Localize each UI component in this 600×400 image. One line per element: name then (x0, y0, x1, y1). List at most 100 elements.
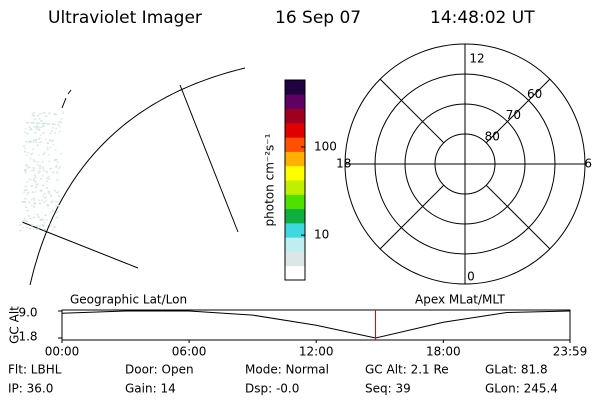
aurora-dot (42, 132, 45, 134)
aurora-dot (37, 129, 40, 131)
aurora-dot (58, 167, 60, 169)
aurora-dot (30, 170, 33, 172)
aurora-dot (44, 151, 47, 154)
aurora-dot (28, 166, 31, 169)
colorbar-swatch (285, 165, 305, 181)
aurora-dot (51, 229, 54, 231)
aurora-dot (42, 124, 45, 127)
aurora-dot (38, 167, 41, 169)
aurora-dot (24, 169, 27, 171)
aurora-dot (62, 112, 65, 114)
aurora-dot (47, 176, 50, 178)
aurora-dot (47, 205, 50, 207)
aurora-dot (31, 152, 34, 155)
aurora-dot (46, 177, 49, 179)
aurora-dot (48, 123, 51, 125)
aurora-dot (53, 113, 56, 115)
colorbar-swatch (285, 137, 305, 152)
aurora-dot (39, 134, 42, 136)
mlt-label: 0 (467, 270, 475, 284)
aurora-dot (55, 158, 58, 161)
aurora-dot (36, 163, 39, 166)
limb (29, 67, 246, 286)
aurora-dot (40, 120, 43, 122)
aurora-dot (24, 201, 27, 203)
aurora-dot (40, 140, 43, 143)
aurora-dot (32, 148, 35, 150)
aurora-dot (36, 225, 38, 227)
aurora-dot (38, 141, 41, 144)
colorbar-tick-label: 100 (314, 139, 337, 153)
alt-axis-label: GC Alt (8, 306, 22, 344)
aurora-dot (47, 190, 50, 193)
aurora-dot (25, 206, 28, 208)
aurora-dot (38, 138, 41, 140)
aurora-dot (32, 216, 35, 219)
mlt-label: 18 (336, 157, 351, 171)
aurora-dot (50, 211, 53, 214)
aurora-dot (57, 195, 60, 197)
aurora-dot (46, 148, 49, 151)
aurora-dot (42, 195, 44, 197)
aurora-dot (20, 221, 23, 224)
aurora-dot (41, 184, 44, 186)
alt-x-tick-label: 00:00 (45, 345, 80, 359)
aurora-dot (35, 128, 38, 130)
aurora-dot (23, 189, 26, 192)
mlt-line (379, 78, 445, 144)
aurora-dot (37, 122, 40, 124)
aurora-dot (32, 139, 35, 142)
geo-grid (21, 67, 246, 286)
mlt-label: 12 (469, 51, 484, 65)
aurora-dot (30, 224, 33, 226)
aurora-dot (50, 130, 53, 132)
aurora-dot (40, 112, 43, 115)
aurora-dot (25, 164, 28, 166)
aurora-dot (52, 123, 55, 126)
colorbar-swatch (285, 194, 305, 210)
alt-x-tick-label: 18:00 (426, 345, 461, 359)
colorbar-swatch (285, 108, 305, 124)
aurora-dot (60, 152, 62, 155)
date: 16 Sep 07 (275, 8, 361, 28)
aurora-dot (45, 196, 47, 199)
aurora-dot (49, 139, 51, 142)
aurora-dot (36, 213, 39, 216)
aurora-dot (37, 114, 40, 117)
aurora-dot (30, 128, 33, 130)
aurora-dot (33, 174, 36, 176)
aurora-dot (23, 201, 25, 203)
aurora-dot (48, 112, 51, 114)
alt-x-tick-label: 12:00 (299, 345, 334, 359)
colorbar-label: photon cm⁻²s⁻¹ (263, 133, 277, 226)
status-field: GLon: 245.4 (485, 382, 558, 396)
aurora-dot (37, 172, 40, 174)
aurora-dot (23, 145, 26, 147)
aurora-dot (56, 211, 59, 213)
status-field: IP: 36.0 (8, 382, 53, 396)
aurora-dot (50, 195, 53, 198)
aurora-dot (30, 153, 33, 155)
aurora-dot (30, 122, 33, 124)
aurora-dot (37, 199, 40, 201)
aurora-dot (31, 166, 34, 169)
aurora-dot (38, 170, 41, 173)
parallel (21, 221, 139, 269)
aurora-dot (28, 126, 31, 129)
alt-x-tick-label: 23:59 (553, 345, 588, 359)
aurora-dot (52, 200, 55, 202)
aurora-dot (56, 170, 59, 173)
aurora-dot (47, 153, 50, 156)
aurora-dot (21, 201, 24, 203)
status-field: Door: Open (125, 363, 194, 377)
aurora-dot (49, 226, 52, 228)
aurora-dot (42, 167, 45, 170)
aurora-dot (41, 122, 44, 125)
aurora-dot (25, 220, 28, 223)
aurora-dot (52, 210, 54, 212)
aurora-dot (58, 130, 61, 133)
aurora-dot (27, 121, 29, 124)
mlt-line (379, 184, 445, 250)
aurora-dot (39, 202, 42, 204)
aurora-dot (54, 149, 57, 151)
